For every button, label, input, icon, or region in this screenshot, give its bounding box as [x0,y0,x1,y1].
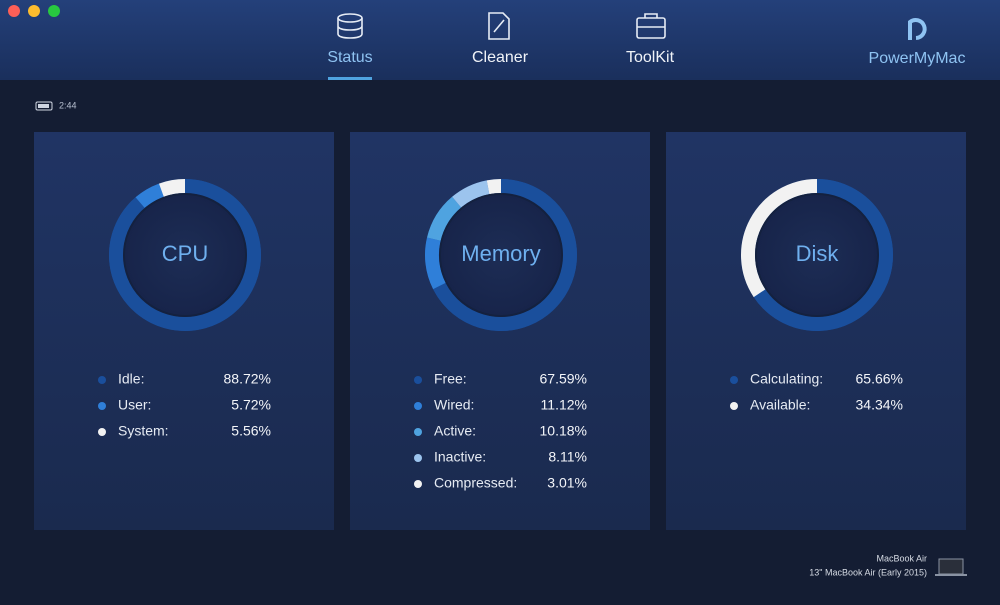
metric-value: 11.12% [541,397,587,413]
metric-value: 67.59% [540,371,587,387]
toolbar [0,0,1000,80]
device-model: 13" MacBook Air (Early 2015) [809,567,927,577]
battery-icon [35,101,53,111]
donut-segment [427,196,462,241]
legend-dot [414,480,422,488]
zoom-button[interactable] [48,5,60,17]
metric-value: 5.72% [231,397,271,413]
legend-dot [730,376,738,384]
metric-value: 10.18% [540,423,587,439]
brand-logo [908,18,927,40]
metric-name: User: [118,397,151,413]
metric-name: Wired: [434,397,474,413]
metric-value: 65.66% [856,371,903,387]
minimize-button[interactable] [28,5,40,17]
metric-name: Compressed: [434,475,517,491]
nav-tab[interactable]: Cleaner [472,49,529,66]
donut-segment [452,180,490,208]
metric-value: 8.11% [548,449,587,465]
donut-segment [753,179,893,331]
cleaner-icon [488,12,510,40]
brand-name: PowerMyMac [869,50,966,67]
panel-title: Disk [796,241,840,266]
metric-name: Idle: [118,371,144,387]
legend-dot [98,376,106,384]
metric-name: Calculating: [750,371,823,387]
legend-dot [414,454,422,462]
donut-segment [433,179,577,331]
active-tab-indicator [328,77,372,80]
panel-title: CPU [162,241,208,266]
metric-name: Active: [434,423,476,439]
device-name: MacBook Air [876,553,927,563]
legend-dot [414,402,422,410]
panel-title: Memory [461,241,540,266]
close-button[interactable] [8,5,20,17]
metric-name: Available: [750,397,810,413]
donut-core [755,193,879,317]
metric-value: 88.72% [224,371,271,387]
donut-core [439,193,563,317]
device-icon-base [935,574,967,576]
metric-value: 34.34% [856,397,903,413]
nav-tab[interactable]: Status [327,49,372,66]
metric-value: 5.56% [231,423,271,439]
metric-value: 3.01% [547,475,587,491]
nav-tab[interactable]: ToolKit [626,49,675,66]
battery-level [38,104,49,108]
legend-dot [414,428,422,436]
donut-segment [486,179,502,195]
donut-segment [158,179,186,197]
donut-segment [425,237,446,290]
device-icon [938,558,964,575]
donut-segment [109,179,261,331]
toolkit-icon [636,13,666,39]
donut-core [123,193,247,317]
legend-dot [730,402,738,410]
legend-dot [98,428,106,436]
donut-segment [135,183,165,209]
metric-name: Free: [434,371,467,387]
status-icon [337,13,363,39]
legend-dot [414,376,422,384]
legend-dot [98,402,106,410]
donut-segment [741,179,818,298]
battery-time: 2:44 [59,100,77,110]
metric-name: System: [118,423,169,439]
metric-name: Inactive: [434,449,486,465]
